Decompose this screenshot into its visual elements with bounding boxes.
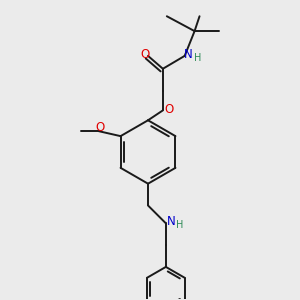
Text: N: N <box>167 215 175 228</box>
Text: N: N <box>184 48 193 62</box>
Text: O: O <box>140 48 150 62</box>
Text: H: H <box>194 53 201 63</box>
Text: H: H <box>176 220 183 230</box>
Text: O: O <box>164 103 173 116</box>
Text: O: O <box>95 121 104 134</box>
